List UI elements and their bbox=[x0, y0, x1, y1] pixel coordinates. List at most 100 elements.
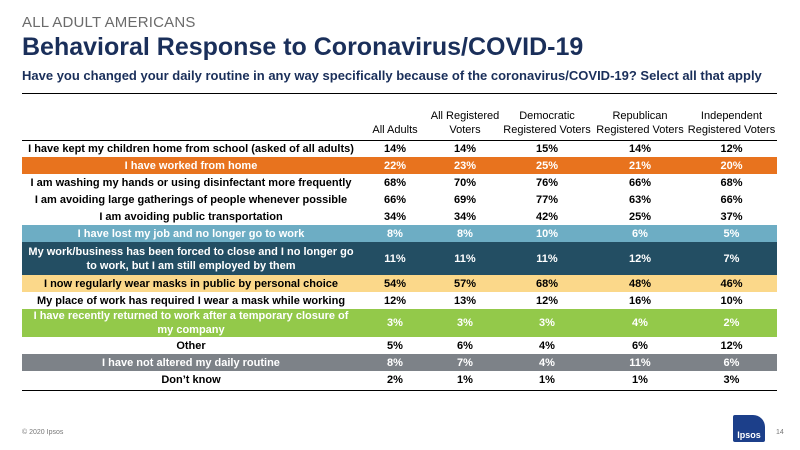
value-cell: 2% bbox=[686, 309, 777, 337]
value-cell: 63% bbox=[628, 193, 652, 206]
value-cell: 54% bbox=[360, 275, 430, 292]
value-cell: 77% bbox=[535, 193, 559, 206]
value-cell: 12% bbox=[720, 142, 743, 155]
bottom-rule bbox=[22, 390, 777, 391]
value-cell: 46% bbox=[686, 275, 777, 292]
value-cell: 1% bbox=[632, 373, 648, 386]
column-header: Republican Registered Voters bbox=[596, 110, 684, 136]
value-cell: 34% bbox=[453, 210, 477, 223]
row-label: My work/business has been forced to clos… bbox=[22, 242, 360, 275]
table-row: I now regularly wear masks in public by … bbox=[22, 275, 777, 292]
value-cell: 11% bbox=[360, 242, 430, 275]
value-cell: 37% bbox=[720, 210, 743, 223]
value-cell: 6% bbox=[686, 354, 777, 371]
value-cell: 3% bbox=[360, 309, 430, 337]
row-label: I have not altered my daily routine bbox=[22, 354, 360, 371]
row-label: I am washing my hands or using disinfect… bbox=[30, 176, 352, 189]
value-cell: 66% bbox=[383, 193, 407, 206]
value-cell: 5% bbox=[387, 339, 403, 352]
value-cell: 10% bbox=[720, 294, 743, 307]
value-cell: 8% bbox=[360, 354, 430, 371]
value-cell: 14% bbox=[383, 142, 407, 155]
value-cell: 68% bbox=[383, 176, 407, 189]
value-cell: 68% bbox=[500, 275, 594, 292]
table-row: I am avoiding large gatherings of people… bbox=[22, 191, 777, 208]
value-cell: 48% bbox=[594, 275, 686, 292]
value-cell: 2% bbox=[387, 373, 403, 386]
value-cell: 8% bbox=[430, 225, 500, 242]
top-rule bbox=[22, 93, 777, 94]
value-cell: 34% bbox=[383, 210, 407, 223]
table-row: My place of work has required I wear a m… bbox=[22, 292, 777, 309]
value-cell: 14% bbox=[453, 142, 477, 155]
table-row: I am washing my hands or using disinfect… bbox=[22, 174, 777, 191]
row-label: I have lost my job and no longer go to w… bbox=[22, 225, 360, 242]
column-header: Democratic Registered Voters bbox=[503, 110, 591, 136]
value-cell: 1% bbox=[539, 373, 555, 386]
question-subtitle: Have you changed your daily routine in a… bbox=[22, 68, 762, 83]
value-cell: 68% bbox=[720, 176, 743, 189]
value-cell: 7% bbox=[686, 242, 777, 275]
table-row: My work/business has been forced to clos… bbox=[22, 242, 777, 275]
eyebrow-label: ALL ADULT AMERICANS bbox=[22, 14, 196, 31]
row-label: Other bbox=[176, 339, 206, 352]
value-cell: 11% bbox=[430, 242, 500, 275]
table-row: I have lost my job and no longer go to w… bbox=[22, 225, 777, 242]
copyright-text: © 2020 Ipsos bbox=[22, 429, 64, 436]
header-rule bbox=[22, 140, 777, 141]
column-header-label bbox=[22, 95, 360, 140]
value-cell: 6% bbox=[632, 339, 648, 352]
row-label: I am avoiding large gatherings of people… bbox=[34, 193, 348, 206]
value-cell: 10% bbox=[500, 225, 594, 242]
row-label: I am avoiding public transportation bbox=[99, 210, 283, 223]
value-cell: 25% bbox=[628, 210, 652, 223]
column-header: All Adults bbox=[372, 124, 418, 136]
value-cell: 3% bbox=[500, 309, 594, 337]
row-label: My place of work has required I wear a m… bbox=[36, 294, 346, 307]
value-cell: 7% bbox=[430, 354, 500, 371]
table-row: Other 5% 6% 4% 6% 12% bbox=[22, 337, 777, 354]
value-cell: 11% bbox=[594, 354, 686, 371]
value-cell: 20% bbox=[686, 157, 777, 174]
value-cell: 21% bbox=[594, 157, 686, 174]
value-cell: 66% bbox=[628, 176, 652, 189]
table-body: I have kept my children home from school… bbox=[22, 140, 777, 388]
value-cell: 8% bbox=[360, 225, 430, 242]
value-cell: 13% bbox=[453, 294, 477, 307]
results-table: All Adults All Registered Voters Democrati… bbox=[22, 95, 777, 388]
table-row: I have not altered my daily routine 8% 7% 4… bbox=[22, 354, 777, 371]
row-label: I have kept my children home from school… bbox=[28, 142, 354, 155]
table-row: I have worked from home 22% 23% 25% 21% 20% bbox=[22, 157, 777, 174]
value-cell: 66% bbox=[720, 193, 743, 206]
value-cell: 16% bbox=[628, 294, 652, 307]
value-cell: 3% bbox=[723, 373, 740, 386]
value-cell: 12% bbox=[720, 339, 743, 352]
value-cell: 4% bbox=[594, 309, 686, 337]
value-cell: 14% bbox=[628, 142, 652, 155]
table-header-row: All Adults All Registered Voters Democrati… bbox=[22, 95, 777, 140]
value-cell: 4% bbox=[539, 339, 555, 352]
value-cell: 23% bbox=[430, 157, 500, 174]
value-cell: 69% bbox=[453, 193, 477, 206]
column-header: All Registered Voters bbox=[430, 110, 500, 136]
row-label: I have recently returned to work after a… bbox=[22, 309, 360, 337]
page-title: Behavioral Response to Coronavirus/COVID… bbox=[22, 33, 584, 61]
value-cell: 12% bbox=[535, 294, 559, 307]
value-cell: 12% bbox=[383, 294, 407, 307]
value-cell: 25% bbox=[500, 157, 594, 174]
table-row: I have recently returned to work after a… bbox=[22, 309, 777, 337]
value-cell: 76% bbox=[535, 176, 559, 189]
table-row: I am avoiding public transportation 34% 34… bbox=[22, 208, 777, 225]
value-cell: 3% bbox=[430, 309, 500, 337]
value-cell: 6% bbox=[457, 339, 473, 352]
row-label: I now regularly wear masks in public by … bbox=[22, 275, 360, 292]
page-number: 14 bbox=[776, 429, 784, 436]
value-cell: 6% bbox=[594, 225, 686, 242]
value-cell: 57% bbox=[430, 275, 500, 292]
logo-text: Ipsos bbox=[737, 430, 761, 440]
row-label: Don’t know bbox=[161, 373, 221, 386]
value-cell: 4% bbox=[500, 354, 594, 371]
table-row: Don’t know 2% 1% 1% 1% 3% bbox=[22, 371, 777, 388]
value-cell: 11% bbox=[500, 242, 594, 275]
column-header: Independent Registered Voters bbox=[687, 110, 776, 136]
